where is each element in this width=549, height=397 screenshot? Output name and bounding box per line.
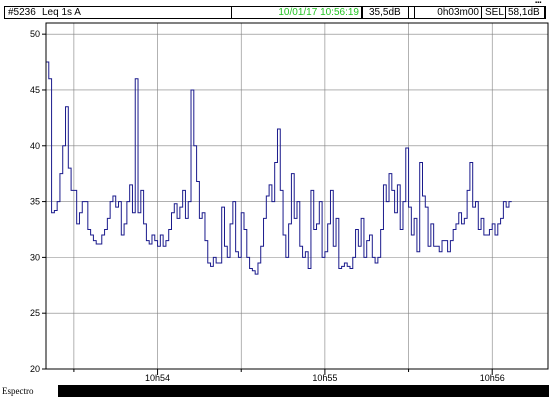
datetime-box: 10/01/17 10:56:19 [231, 6, 362, 19]
plot-frame [45, 22, 549, 370]
status-header: #5236 Leq 1s A 10/01/17 10:56:19 35,5dB … [4, 6, 546, 19]
sel-box: 58,1dB [505, 6, 546, 19]
sel-readout: 58,1dB [508, 7, 540, 18]
datetime-readout: 10/01/17 10:56:19 [278, 7, 359, 18]
x-tick-label-1: 10h55 [312, 373, 337, 383]
y-tick-label-1: 25 [30, 308, 40, 318]
y-tick-label-4: 40 [30, 141, 40, 151]
duration-readout: 0h03m00 [437, 7, 479, 18]
x-tick-labels: 10h54 10h55 10h56 [73, 369, 505, 383]
series-line [46, 61, 512, 275]
y-tick-label-2: 30 [30, 252, 40, 262]
y-tick-labels: 20 25 30 35 40 45 50 [30, 29, 46, 374]
level-readout: 35,5dB [369, 7, 401, 18]
y-tick-label-3: 35 [30, 197, 40, 207]
y-tick-label-6: 50 [30, 29, 40, 39]
y-tick-label-0: 20 [30, 364, 40, 374]
footer-bar [58, 385, 549, 397]
sel-label: SEL [485, 7, 504, 18]
x-tick-label-2: 10h56 [480, 373, 505, 383]
measure-mode: Leq 1s A [42, 7, 81, 18]
corner-mark: ▪▪▪ [535, 0, 542, 6]
x-tick-label-0: 10h54 [145, 373, 170, 383]
duration-box: 0h03m00 [414, 6, 482, 19]
y-tick-label-5: 45 [30, 85, 40, 95]
level-box: 35,5dB [362, 6, 409, 19]
footer-label: Espectro [2, 386, 34, 396]
record-id: #5236 [8, 7, 36, 18]
